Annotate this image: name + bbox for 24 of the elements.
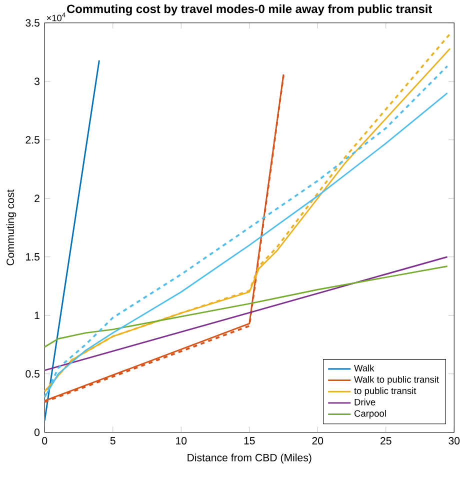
legend-label: Drive: [354, 398, 375, 406]
x-tick-label: 30: [448, 437, 460, 445]
y-tick-label: 0: [34, 428, 40, 436]
legend-label: to public transit: [354, 387, 416, 396]
y-tick-label: 0.5: [25, 370, 40, 378]
legend-label: Walk to public transit: [354, 376, 439, 385]
y-tick-label: 1: [34, 312, 40, 320]
chart-title: Commuting cost by travel modes-0 mile away from public transit: [66, 4, 432, 16]
x-tick-label: 25: [380, 437, 392, 445]
y-tick-label: 2: [34, 194, 40, 202]
x-tick-label: 15: [244, 437, 255, 444]
y-tick-label: 3: [34, 78, 40, 86]
text: ×10$^{4}$: [46, 12, 66, 22]
legend-label: Walk: [354, 364, 374, 372]
x-axis-title: Distance from CBD (Miles): [187, 454, 312, 464]
y-tick-label: 1.5: [26, 253, 40, 261]
x-tick-label: 10: [176, 437, 186, 445]
y-tick-label: 3.5: [25, 19, 40, 27]
x-tick-label: 5: [110, 437, 116, 444]
y-axis-title: Commuting cost: [6, 190, 16, 266]
x-tick-label: 0: [42, 437, 47, 445]
y-tick-label: 2.5: [26, 136, 40, 144]
legend-label: Carpool: [354, 410, 386, 419]
x-tick-label: 20: [312, 437, 323, 445]
